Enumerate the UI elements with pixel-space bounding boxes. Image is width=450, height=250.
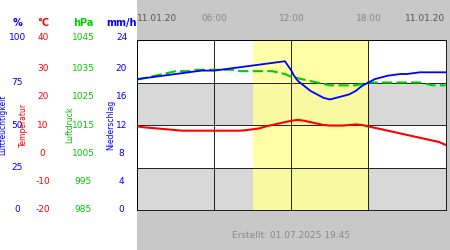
Text: 985: 985 [75,206,92,214]
Text: 10: 10 [37,120,49,130]
Text: 06:00: 06:00 [202,14,227,22]
Bar [253,40,369,210]
Text: 1015: 1015 [72,120,95,130]
Text: 11.01.20: 11.01.20 [405,14,446,22]
Text: mm/h: mm/h [106,18,137,28]
Text: 18:00: 18:00 [356,14,382,22]
Text: 0: 0 [119,206,124,214]
Text: hPa: hPa [73,18,94,28]
Text: 12: 12 [116,120,127,130]
Text: Luftfeuchtigkeit: Luftfeuchtigkeit [0,95,7,155]
Text: 11.01.20: 11.01.20 [137,14,177,22]
Text: -10: -10 [36,177,50,186]
Text: -20: -20 [36,206,50,214]
Text: 20: 20 [116,64,127,73]
Text: 1025: 1025 [72,92,94,101]
Text: 30: 30 [37,64,49,73]
Bar [137,82,446,125]
Bar [137,40,446,82]
Text: 1035: 1035 [72,64,95,73]
Bar [137,125,446,168]
Text: 100: 100 [9,33,26,42]
Text: 4: 4 [119,177,124,186]
Text: 50: 50 [11,120,23,130]
Text: Temperatur: Temperatur [19,103,28,147]
Text: 12:00: 12:00 [279,14,304,22]
Text: 75: 75 [11,78,23,87]
Text: Niederschlag: Niederschlag [106,100,115,150]
Text: 20: 20 [37,92,49,101]
Text: 8: 8 [119,149,124,158]
Text: °C: °C [37,18,49,28]
Bar [137,168,446,210]
Text: 40: 40 [37,33,49,42]
Text: 0: 0 [14,206,20,214]
Text: Luftdruck: Luftdruck [65,107,74,143]
Text: 995: 995 [75,177,92,186]
Text: 25: 25 [11,163,23,172]
Text: 1045: 1045 [72,33,94,42]
Text: 1005: 1005 [72,149,95,158]
Text: Erstellt: 01.07.2025 19:45: Erstellt: 01.07.2025 19:45 [232,231,351,240]
Text: 0: 0 [40,149,45,158]
Text: %: % [12,18,22,28]
Text: 16: 16 [116,92,127,101]
Text: 24: 24 [116,33,127,42]
